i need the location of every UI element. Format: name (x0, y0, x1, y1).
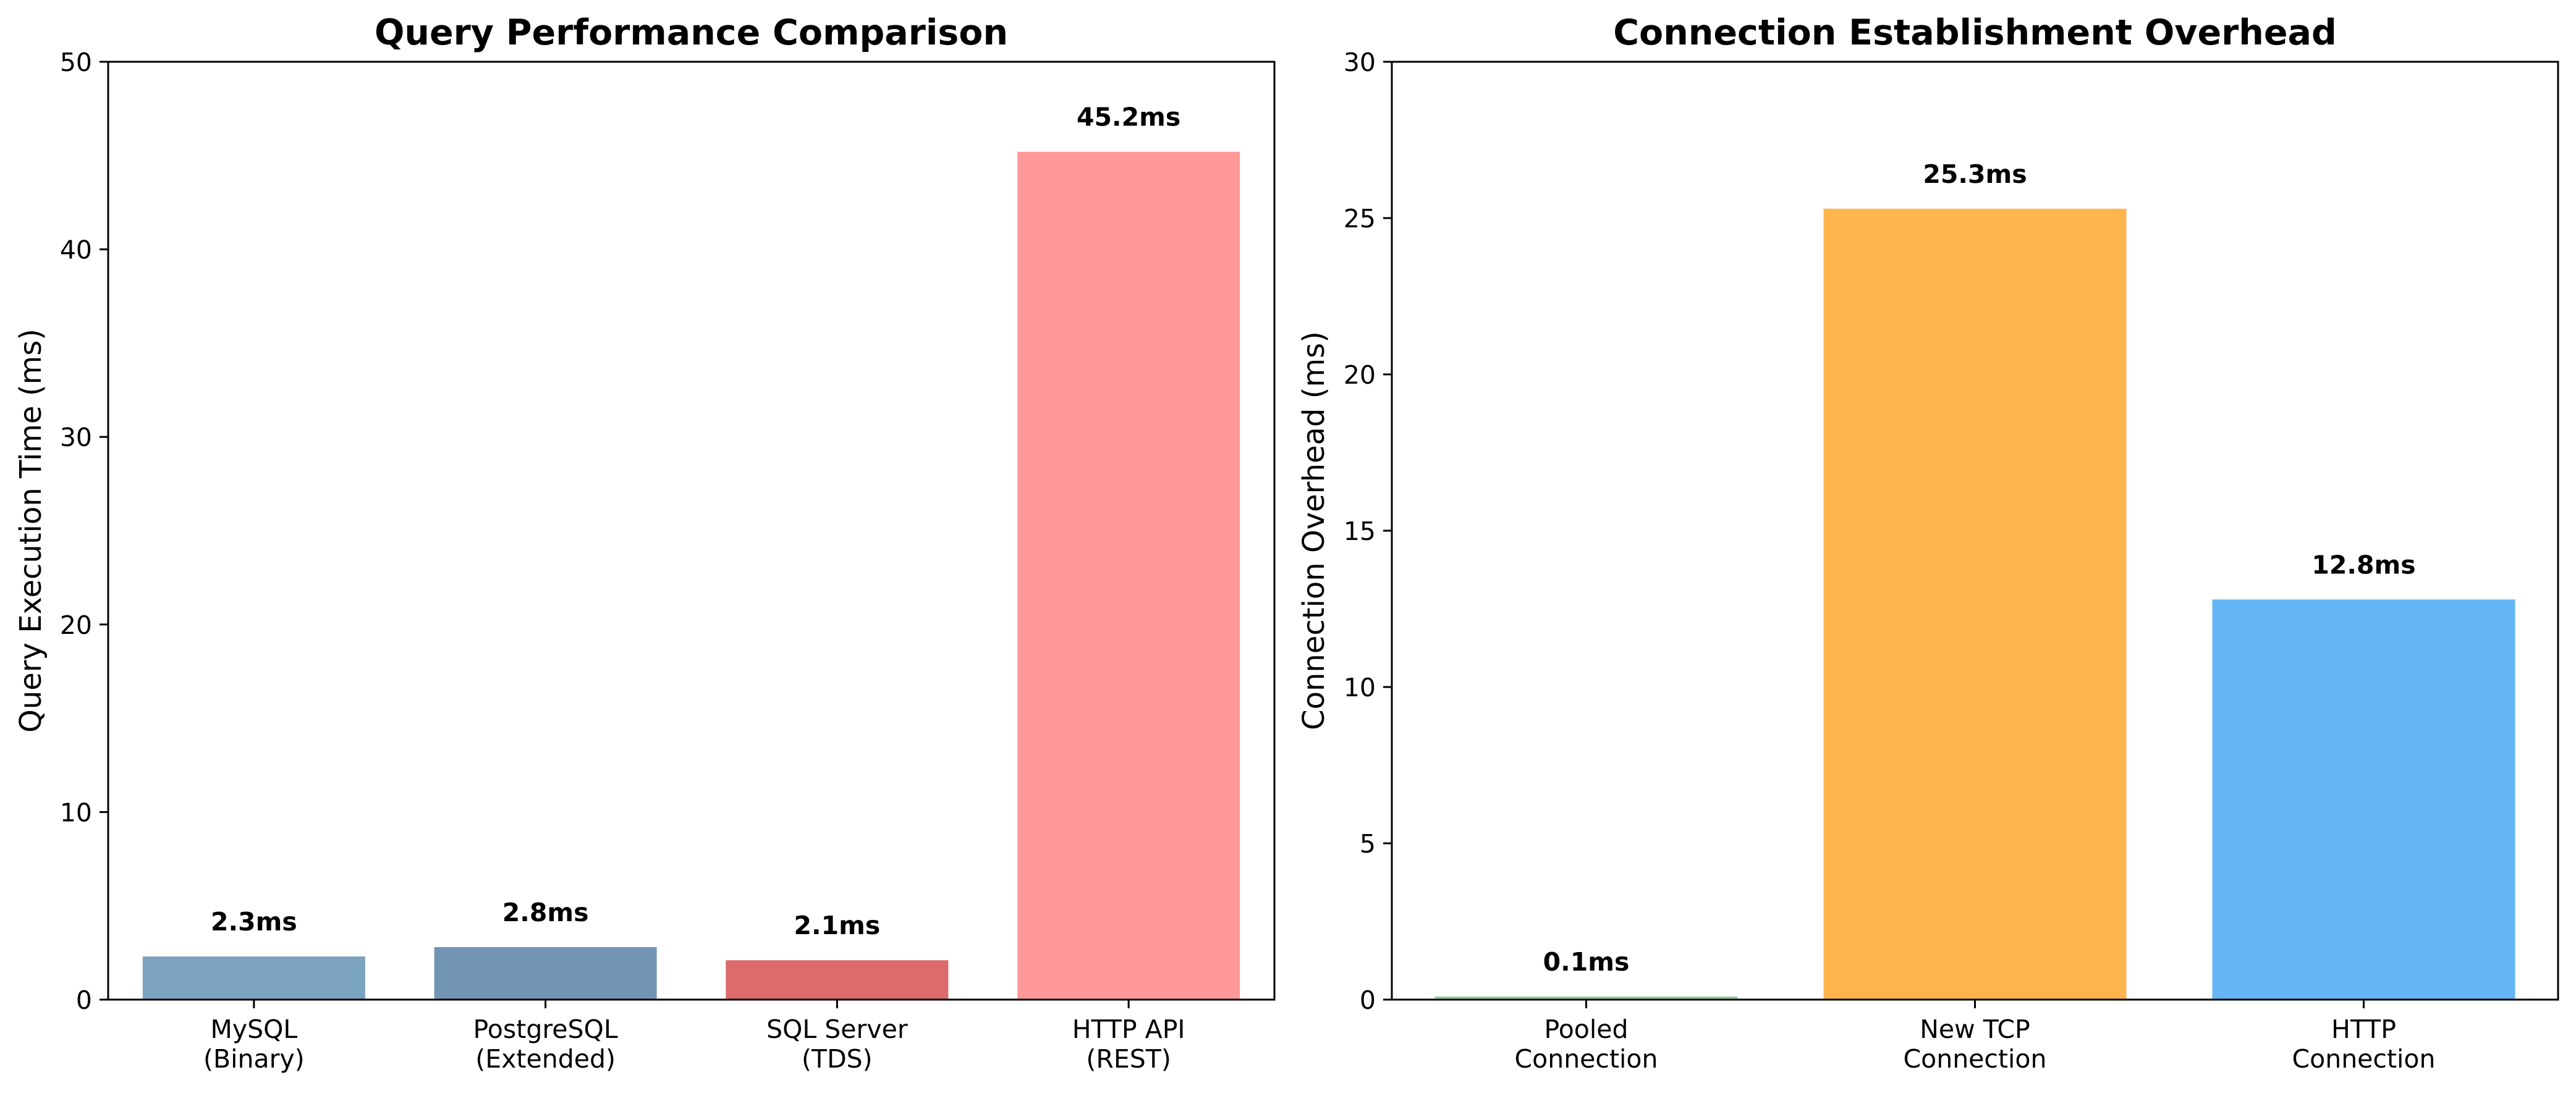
x-tick-label-line: HTTP (2331, 1014, 2396, 1044)
chart-title: Connection Establishment Overhead (1613, 12, 2337, 53)
x-tick-label-line: SQL Server (766, 1014, 908, 1044)
y-axis-label: Connection Overhead (ms) (1297, 331, 1331, 730)
data-label: 2.1ms (794, 911, 880, 940)
x-tick-label: HTTP API (REST) (1072, 1014, 1185, 1074)
bar (1434, 996, 1738, 1000)
x-tick-label-line: Connection (1515, 1044, 1658, 1074)
bar (1823, 208, 2127, 1000)
chart-title: Query Performance Comparison (375, 12, 1008, 53)
x-tick-label-line: PostgreSQL (473, 1014, 618, 1044)
y-axis-label: Query Execution Time (ms) (14, 329, 48, 733)
y-tick-label: 15 (1344, 516, 1376, 546)
y-tick-label: 20 (1344, 360, 1376, 390)
data-label: 2.8ms (502, 898, 589, 927)
x-tick-label-line: MySQL (210, 1014, 297, 1044)
x-tick-label: New TCP Connection (1904, 1014, 2047, 1074)
y-tick-label: 10 (60, 798, 92, 827)
data-label: 25.3ms (1923, 159, 2027, 189)
x-tick-label-line: (REST) (1086, 1044, 1171, 1074)
x-tick-label-line: New TCP (1920, 1014, 2030, 1044)
bar (434, 946, 657, 1000)
bar (1017, 151, 1240, 1000)
y-tick-label: 40 (60, 235, 92, 265)
chart-panel-2: Connection Establishment Overhead 0.1ms 25… (1297, 12, 2559, 1074)
y-tick-label: 50 (60, 48, 92, 77)
x-tick-label: PostgreSQL (Extended) (473, 1014, 618, 1074)
y-tick-label: 10 (1344, 673, 1376, 702)
y-tick-label: 30 (1344, 48, 1376, 77)
y-tick-label: 0 (76, 985, 92, 1015)
x-tick-label: HTTP Connection (2292, 1014, 2436, 1074)
bar (2212, 599, 2515, 1000)
data-label: 2.3ms (211, 907, 297, 937)
y-tick-label: 30 (60, 423, 92, 452)
x-tick-label-line: Connection (2292, 1044, 2436, 1074)
y-tick-label: 5 (1360, 829, 1376, 859)
chart-panel-1: Query Performance Comparison 2.3ms 2.8ms 2.… (14, 12, 1276, 1074)
data-label: 45.2ms (1077, 103, 1180, 132)
data-label: 0.1ms (1543, 947, 1630, 977)
x-tick-label: SQL Server (TDS) (766, 1014, 908, 1074)
y-tick-label: 0 (1360, 985, 1376, 1015)
x-tick-label-line: (TDS) (802, 1044, 873, 1074)
bar (726, 960, 949, 1000)
y-tick-label: 20 (60, 610, 92, 640)
x-tick-label-line: Pooled (1544, 1014, 1628, 1044)
y-tick-label: 25 (1344, 204, 1376, 234)
data-label: 12.8ms (2311, 550, 2415, 580)
x-tick-label: MySQL (Binary) (203, 1014, 305, 1074)
x-tick-label: Pooled Connection (1515, 1014, 1658, 1074)
plot-frame (107, 61, 1276, 1001)
x-tick-label-line: (Binary) (203, 1044, 305, 1074)
x-tick-label-line: (Extended) (475, 1044, 616, 1074)
bar (142, 956, 365, 1000)
x-tick-label-line: HTTP API (1072, 1014, 1185, 1044)
x-tick-label-line: Connection (1904, 1044, 2047, 1074)
